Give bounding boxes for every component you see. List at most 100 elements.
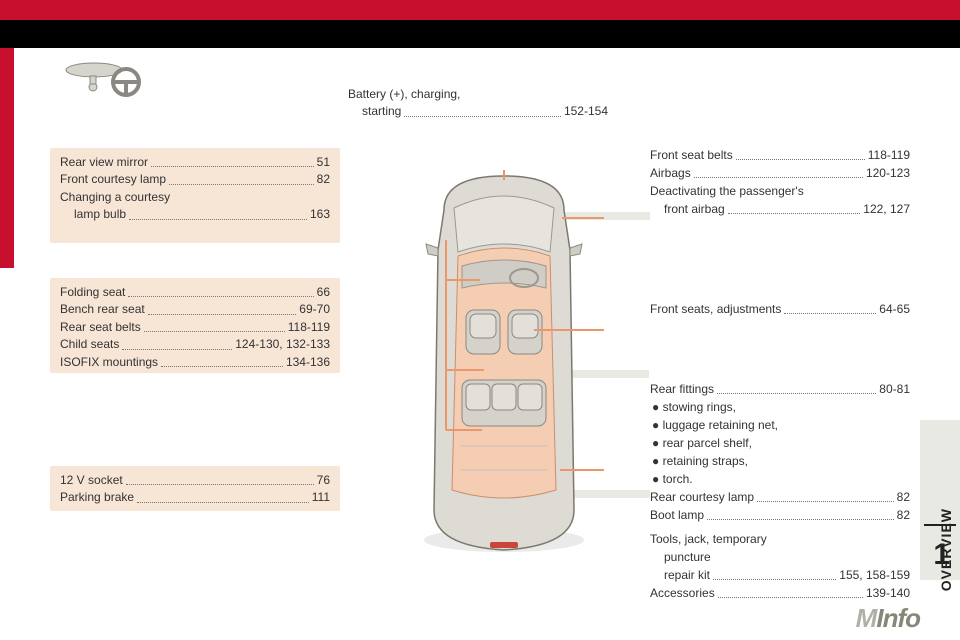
section-tab-number: 1	[933, 538, 950, 572]
index-entry: Accessories 139-140	[650, 584, 910, 602]
dots	[707, 506, 894, 520]
index-entry-label: ISOFIX mountings	[60, 354, 158, 371]
dots	[736, 146, 865, 160]
battery-line2-label: starting	[362, 103, 401, 120]
index-entry-page: 134-136	[286, 354, 330, 371]
index-entry: Child seats124-130, 132-133	[60, 336, 330, 353]
index-entry-page: 64-65	[879, 300, 910, 318]
top-red-bar	[0, 0, 960, 20]
footer-logo-b: Info	[876, 603, 920, 633]
right-block-2: Front seats, adjustments64-65	[650, 300, 910, 318]
left-box-3: 12 V socket 76 Parking brake 111	[50, 466, 340, 511]
index-entry: Airbags 120-123	[650, 164, 910, 182]
dots	[784, 300, 876, 314]
footer-logo-a: M	[856, 603, 877, 633]
index-entry: Rear view mirror 51	[60, 154, 330, 171]
index-entry: repair kit 155, 158-159	[650, 566, 910, 584]
dashboard-icon	[60, 58, 150, 98]
index-entry-label: Accessories	[650, 584, 715, 602]
index-entry-page: 82	[317, 171, 330, 188]
index-entry-label: Changing a courtesy	[60, 189, 170, 206]
dots	[717, 380, 876, 394]
index-entry: Changing a courtesy	[60, 189, 330, 206]
index-entry-label: Rear view mirror	[60, 154, 148, 171]
index-entry-label: Parking brake	[60, 489, 134, 506]
index-entry-label: Folding seat	[60, 284, 125, 301]
left-box-2: Folding seat66Bench rear seat69-70Rear s…	[50, 278, 340, 373]
dots	[169, 171, 314, 184]
index-entry-page: 82	[897, 488, 910, 506]
index-entry: Rear seat belts 118-119	[60, 319, 330, 336]
dots	[404, 103, 561, 116]
dots	[144, 319, 285, 332]
right-block-1: Front seat belts 118-119 Airbags 120-123 Dea…	[650, 146, 910, 218]
side-red-bar	[0, 48, 14, 268]
index-entry-page: 163	[310, 206, 330, 223]
battery-line1: Battery (+), charging,	[348, 86, 460, 103]
index-entry-label: Front seat belts	[650, 146, 733, 164]
index-entry-label: Child seats	[60, 336, 119, 353]
battery-line2-page: 152-154	[564, 103, 608, 120]
dots	[728, 200, 861, 214]
dots	[757, 488, 894, 502]
index-entry-label: Airbags	[650, 164, 691, 182]
index-entry: Rear courtesy lamp 82	[650, 488, 910, 506]
section-tab-divider	[924, 524, 956, 526]
index-entry-page: 76	[317, 472, 330, 489]
index-entry-page: 155, 158-159	[839, 566, 910, 584]
dots	[694, 164, 863, 178]
car-top-diagram	[384, 170, 624, 560]
index-entry: Boot lamp 82	[650, 506, 910, 524]
bullet-line: ● rear parcel shelf,	[650, 434, 910, 452]
index-entry-page: 82	[897, 506, 910, 524]
index-entry-label: front airbag	[664, 200, 725, 218]
index-entry: Front courtesy lamp82	[60, 171, 330, 188]
index-entry-page: 139-140	[866, 584, 910, 602]
index-entry-label: Bench rear seat	[60, 301, 145, 318]
index-entry: lamp bulb 163	[60, 206, 330, 223]
dots	[713, 566, 836, 580]
dots	[161, 354, 283, 367]
bullet-line: ● retaining straps,	[650, 452, 910, 470]
index-entry-label: Boot lamp	[650, 506, 704, 524]
index-entry: Front seat belts 118-119	[650, 146, 910, 164]
dots	[129, 206, 307, 219]
index-entry: Parking brake 111	[60, 489, 330, 506]
index-entry-label: Deactivating the passenger's	[650, 182, 804, 200]
bullet-line: ● luggage retaining net,	[650, 416, 910, 434]
index-entry-label: 12 V socket	[60, 472, 123, 489]
index-entry: Tools, jack, temporary	[650, 530, 910, 548]
index-entry: Deactivating the passenger's	[650, 182, 910, 200]
dots	[128, 284, 313, 297]
dots	[122, 336, 232, 349]
index-entry-label: Rear seat belts	[60, 319, 141, 336]
index-entry-page: 118-119	[288, 319, 330, 336]
bullet-line: ● torch.	[650, 470, 910, 488]
top-black-bar	[0, 20, 960, 48]
index-entry-page: 111	[312, 489, 330, 506]
index-entry: puncture	[650, 548, 910, 566]
dots	[126, 472, 314, 485]
index-entry-label: lamp bulb	[74, 206, 126, 223]
index-entry-page: 80-81	[879, 380, 910, 398]
index-entry: Rear fittings 80-81	[650, 380, 910, 398]
footer-logo: MInfo	[856, 603, 920, 634]
index-entry: ISOFIX mountings 134-136	[60, 354, 330, 371]
dots	[151, 154, 314, 167]
index-entry-label: repair kit	[664, 566, 710, 584]
index-entry-page: 69-70	[299, 301, 330, 318]
index-entry-label: Tools, jack, temporary	[650, 530, 767, 548]
index-entry-page: 120-123	[866, 164, 910, 182]
index-entry-page: 118-119	[868, 146, 910, 164]
left-box-1: Rear view mirror 51Front courtesy lamp82C…	[50, 148, 340, 243]
index-entry-page: 122, 127	[863, 200, 910, 218]
index-entry: Folding seat66	[60, 284, 330, 301]
index-entry: Bench rear seat 69-70	[60, 301, 330, 318]
right-block-3: Rear fittings80-81● stowing rings,● lugg…	[650, 380, 910, 602]
index-entry-page: 51	[317, 154, 330, 171]
index-entry: front airbag 122, 127	[650, 200, 910, 218]
top-center-block: Battery (+), charging, starting 152-154	[348, 86, 608, 121]
index-entry-label: Rear courtesy lamp	[650, 488, 754, 506]
index-entry-label: Rear fittings	[650, 380, 714, 398]
dots	[148, 301, 297, 314]
